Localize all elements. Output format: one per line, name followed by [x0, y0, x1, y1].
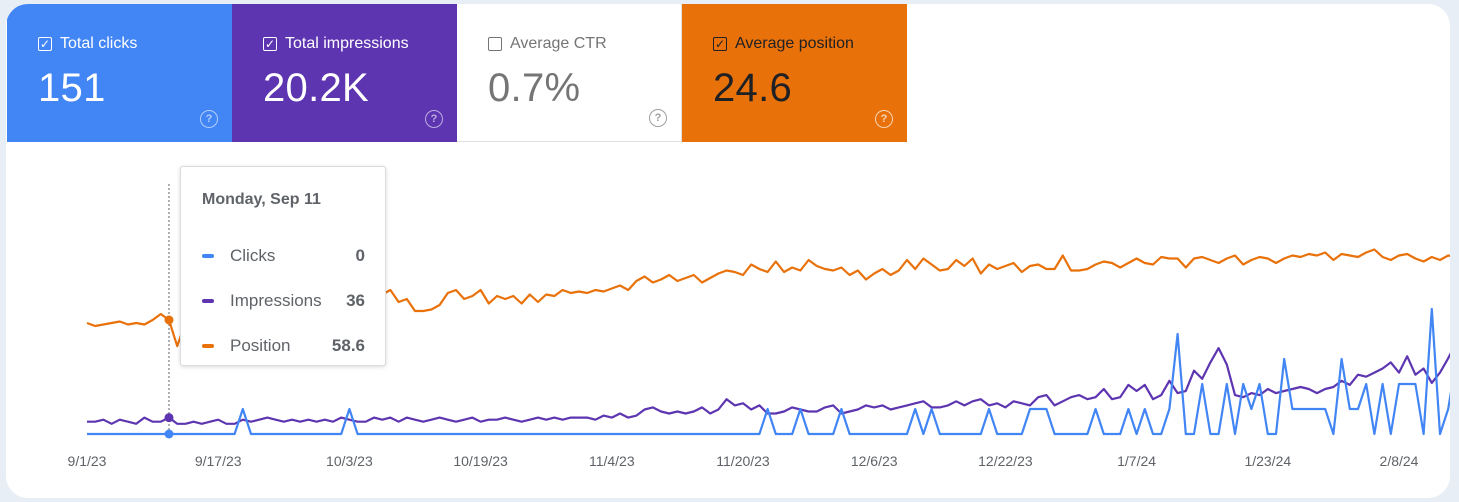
x-tick-label: 1/23/24 — [1244, 453, 1291, 469]
average-position-tile[interactable]: ✓ Average position 24.6 ? — [682, 4, 907, 142]
tooltip-label: Position — [230, 335, 291, 355]
average-position-value: 24.6 — [713, 66, 793, 110]
series-line-impressions — [87, 347, 1450, 425]
x-tick-label: 9/1/23 — [68, 453, 107, 469]
position-swatch-icon — [202, 343, 214, 348]
tooltip-date: Monday, Sep 11 — [202, 191, 321, 208]
series-line-clicks — [87, 307, 1450, 436]
x-tick-label: 2/8/24 — [1380, 453, 1419, 469]
checkbox-unchecked-icon[interactable] — [488, 37, 502, 51]
average-ctr-label: Average CTR — [510, 35, 607, 52]
x-tick-label: 1/7/24 — [1117, 453, 1156, 469]
tooltip-value: 0 — [355, 245, 365, 265]
help-icon[interactable]: ? — [200, 110, 218, 128]
x-tick-label: 10/19/23 — [453, 453, 508, 469]
hover-point-position — [164, 315, 174, 325]
help-icon[interactable]: ? — [875, 110, 893, 128]
impressions-swatch-icon — [202, 298, 214, 303]
total-impressions-value: 20.2K — [263, 66, 370, 110]
tooltip-row-position: Position 58.6 — [202, 323, 365, 368]
total-clicks-value: 151 — [38, 66, 106, 110]
checkbox-checked-icon[interactable]: ✓ — [38, 37, 52, 51]
help-icon[interactable]: ? — [425, 110, 443, 128]
total-clicks-label: Total clicks — [60, 35, 138, 52]
tooltip-label: Clicks — [230, 245, 276, 265]
help-icon[interactable]: ? — [649, 109, 667, 127]
average-ctr-tile[interactable]: Average CTR 0.7% ? — [457, 4, 682, 142]
x-tick-label: 12/22/23 — [978, 453, 1033, 469]
tooltip-row-impressions: Impressions 36 — [202, 278, 365, 323]
hover-point-impressions — [164, 413, 174, 423]
tooltip-row-clicks: Clicks 0 — [202, 233, 365, 278]
tooltip-value: 58.6 — [331, 335, 365, 355]
x-tick-label: 11/4/23 — [589, 453, 635, 469]
average-position-label: Average position — [735, 35, 854, 52]
total-clicks-tile[interactable]: ✓ Total clicks 151 ? — [7, 4, 232, 142]
x-tick-label: 10/3/23 — [326, 453, 373, 469]
hover-point-clicks — [164, 429, 174, 439]
average-ctr-value: 0.7% — [488, 66, 581, 110]
checkbox-checked-icon[interactable]: ✓ — [263, 37, 277, 51]
total-impressions-label: Total impressions — [285, 35, 409, 52]
clicks-swatch-icon — [202, 253, 214, 258]
tooltip-value: 36 — [346, 290, 365, 310]
performance-card: ✓ Total clicks 151 ? ✓ Total impressions… — [6, 4, 1450, 498]
x-tick-label: 9/17/23 — [195, 453, 242, 469]
x-tick-label: 11/20/23 — [716, 453, 770, 469]
tooltip-label: Impressions — [230, 290, 322, 310]
x-tick-label: 12/6/23 — [851, 453, 898, 469]
checkbox-checked-icon[interactable]: ✓ — [713, 37, 727, 51]
total-impressions-tile[interactable]: ✓ Total impressions 20.2K ? — [232, 4, 457, 142]
chart-tooltip: Monday, Sep 11 Clicks 0 Impressions 36 P… — [180, 166, 386, 366]
